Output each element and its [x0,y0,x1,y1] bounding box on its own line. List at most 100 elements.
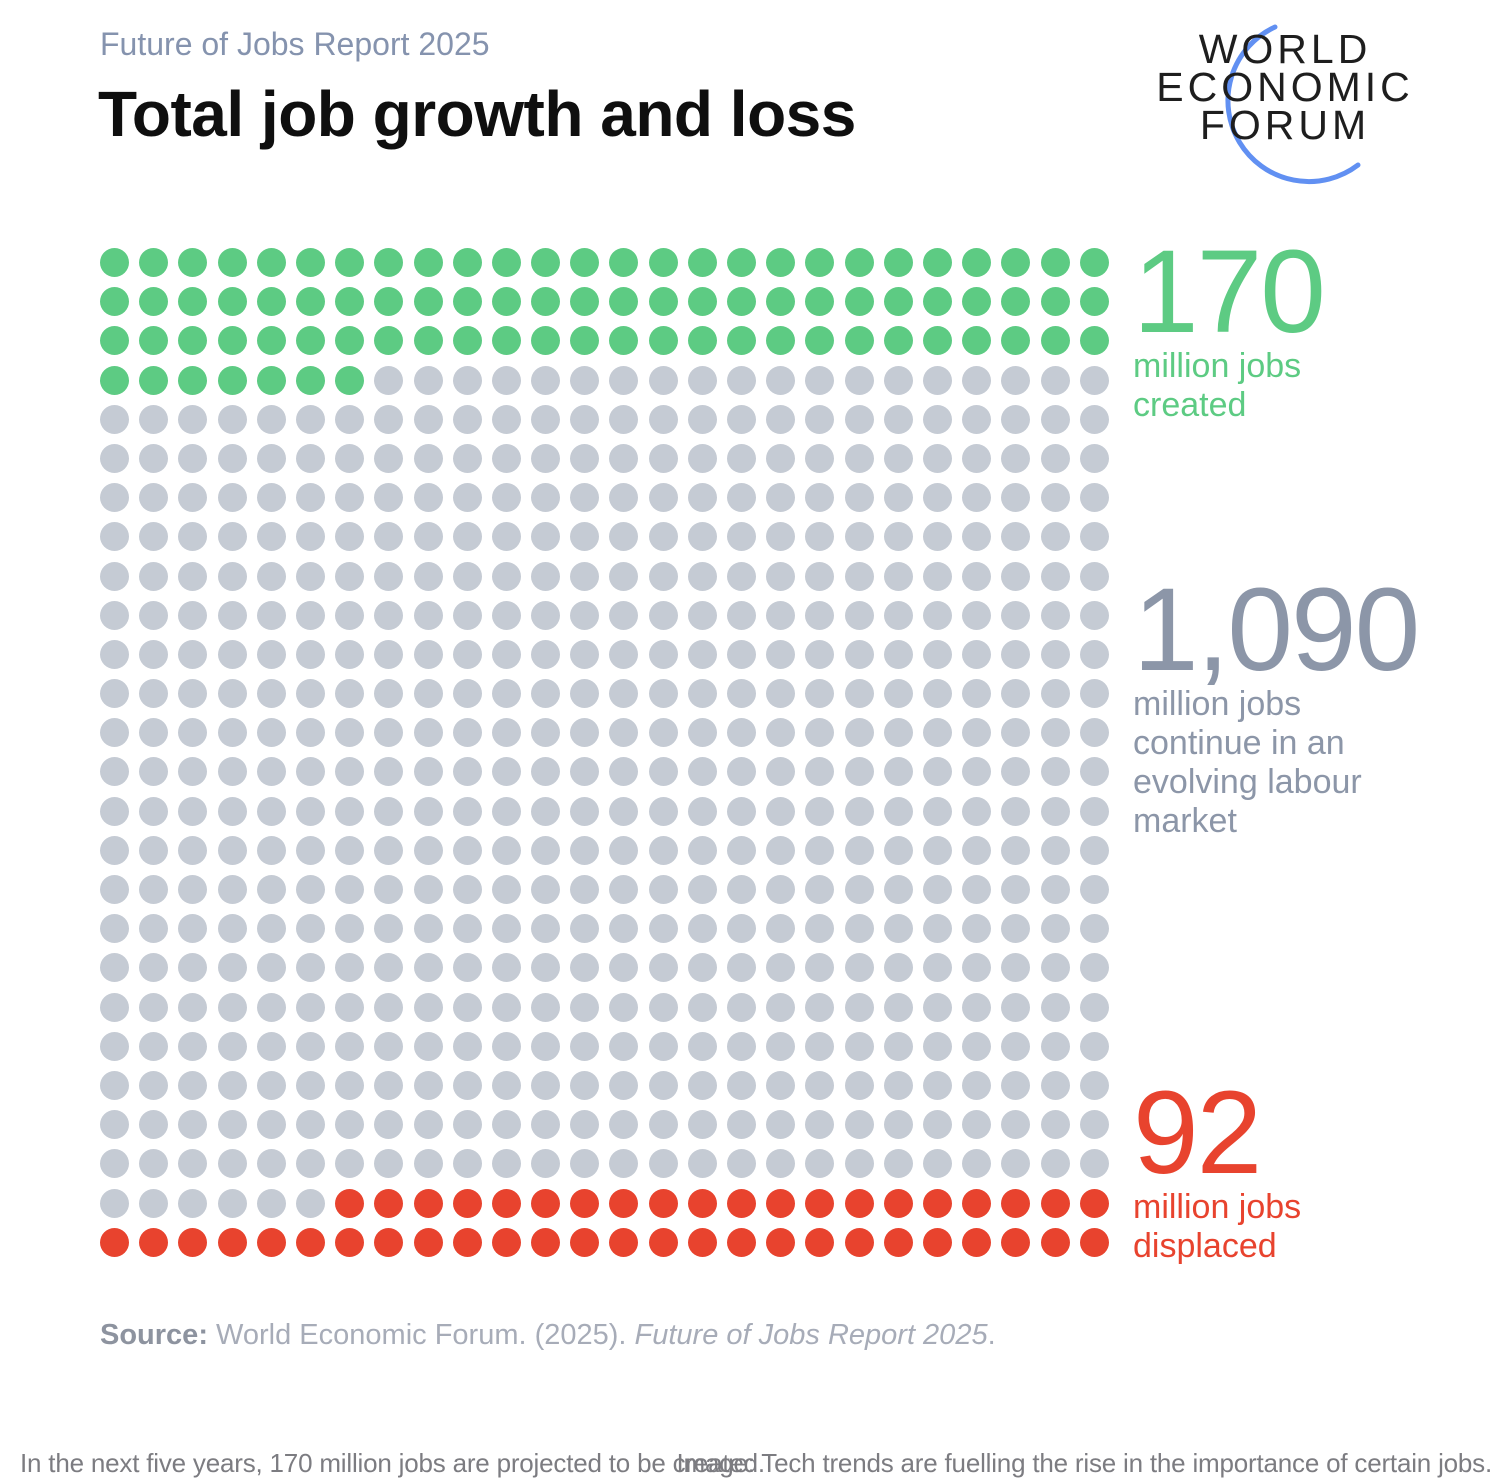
waffle-dot [648,757,678,787]
waffle-dot [374,248,404,277]
waffle-dot [922,1149,952,1179]
waffle-dot [844,757,874,787]
waffle-dot [531,522,561,552]
waffle-dot [883,914,913,944]
waffle-dot [922,992,952,1022]
waffle-dot [413,248,443,277]
waffle-dot [335,404,365,434]
waffle-dot [766,639,796,669]
waffle-dot [883,875,913,904]
waffle-dot [570,326,600,356]
waffle-dot [335,953,365,983]
waffle-dot [922,639,952,669]
waffle-dot [1079,1149,1109,1179]
stat-displaced-label-line-2: displaced [1133,1227,1277,1265]
waffle-dot [922,287,952,317]
waffle-dot [1079,679,1109,709]
waffle-dot [100,875,129,904]
waffle-dot [335,483,365,513]
waffle-dot [766,561,796,591]
waffle-dot [452,1149,482,1179]
waffle-dot [452,443,482,473]
waffle-dot [570,287,600,317]
waffle-dot [531,1188,561,1218]
waffle-dot [100,718,129,748]
waffle-dot [491,365,521,395]
waffle-dot [217,600,247,630]
waffle-dot [256,1188,286,1218]
waffle-dot [570,1188,600,1218]
waffle-dot [531,639,561,669]
waffle-dot [178,992,208,1022]
waffle-dot [491,522,521,552]
waffle-dot [570,796,600,826]
waffle-dot [256,443,286,473]
waffle-dot [256,326,286,356]
waffle-dot [570,600,600,630]
waffle-dot [1040,443,1070,473]
waffle-dot [1040,1188,1070,1218]
waffle-dot [1001,796,1031,826]
waffle-dot [1001,953,1031,983]
waffle-dot [100,639,129,669]
waffle-dot [295,1188,325,1218]
waffle-dot [1001,639,1031,669]
waffle-dot [570,1031,600,1061]
waffle-dot [531,1031,561,1061]
waffle-dot [139,1031,169,1061]
stat-continuing-label-line-1: million jobs [1133,685,1302,723]
waffle-dot [217,1110,247,1140]
waffle-dot [766,1227,796,1257]
waffle-dot [217,443,247,473]
waffle-dot [844,287,874,317]
waffle-dot [805,914,835,944]
waffle-dot [100,796,129,826]
waffle-dot [727,914,756,944]
waffle-dot [570,757,600,787]
waffle-dot [100,326,129,356]
waffle-dot [805,600,835,630]
waffle-dot [962,914,992,944]
waffle-dot [491,248,521,277]
waffle-dot [1079,718,1109,748]
waffle-dot [648,992,678,1022]
waffle-dot [1040,404,1070,434]
waffle-dot [178,1149,208,1179]
waffle-dot [452,835,482,865]
waffle-dot [295,248,325,277]
waffle-dot [727,718,756,748]
waffle-dot [687,600,717,630]
waffle-dot [100,483,129,513]
stat-jobs-continuing: 1,090 million jobs continue in an evolvi… [1133,571,1423,841]
waffle-dot [335,679,365,709]
waffle-dot [883,365,913,395]
waffle-dot [648,1227,678,1257]
waffle-dot [844,875,874,904]
waffle-dot [374,914,404,944]
waffle-dot [687,639,717,669]
waffle-dot [570,679,600,709]
waffle-dot [1040,679,1070,709]
waffle-dot [766,835,796,865]
waffle-dot [570,914,600,944]
waffle-dot [687,1188,717,1218]
waffle-dot [687,248,717,277]
waffle-dot [844,404,874,434]
waffle-dot [1001,522,1031,552]
waffle-dot [962,835,992,865]
stat-continuing-label-line-2: continue in an [1133,724,1345,762]
waffle-dot [413,718,443,748]
waffle-dot [531,757,561,787]
waffle-dot [805,1149,835,1179]
waffle-dot [452,1188,482,1218]
waffle-dot [570,522,600,552]
waffle-dot [178,1188,208,1218]
waffle-dot [1079,1031,1109,1061]
waffle-dot [1001,757,1031,787]
waffle-dot [139,1070,169,1100]
waffle-dot [295,679,325,709]
waffle-dot [256,718,286,748]
waffle-dot [609,443,639,473]
waffle-dot [295,522,325,552]
waffle-dot [766,953,796,983]
